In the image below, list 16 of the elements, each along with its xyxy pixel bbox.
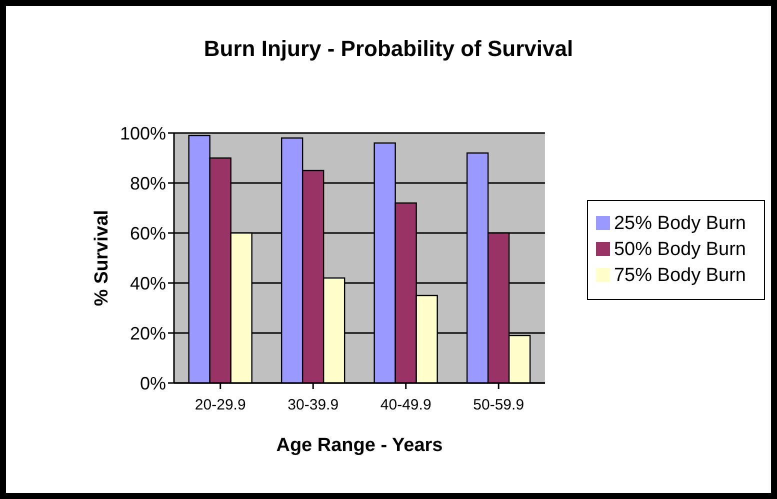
legend-label: 50% Body Burn [614,238,746,260]
x-tick-label: 50-59.9 [473,396,524,414]
y-tick-label: 40% [130,273,166,294]
chart-title: Burn Injury - Probability of Survival [202,36,574,62]
y-tick-label: 60% [130,223,166,244]
legend-label: 25% Body Burn [614,212,746,234]
x-tick-label: 30-39.9 [288,396,339,414]
y-tick-label: 100% [120,123,166,144]
y-tick-label: 80% [130,173,166,194]
y-axis-title: % Survival [92,210,113,306]
x-tick-label: 40-49.9 [380,396,432,414]
y-tick-label: 20% [130,323,166,344]
x-axis-title: Age Range - Years [276,435,443,456]
y-tick-label: 0% [140,373,166,394]
legend-label: 75% Body Burn [614,264,746,286]
x-tick-label: 20-29.9 [194,396,246,414]
